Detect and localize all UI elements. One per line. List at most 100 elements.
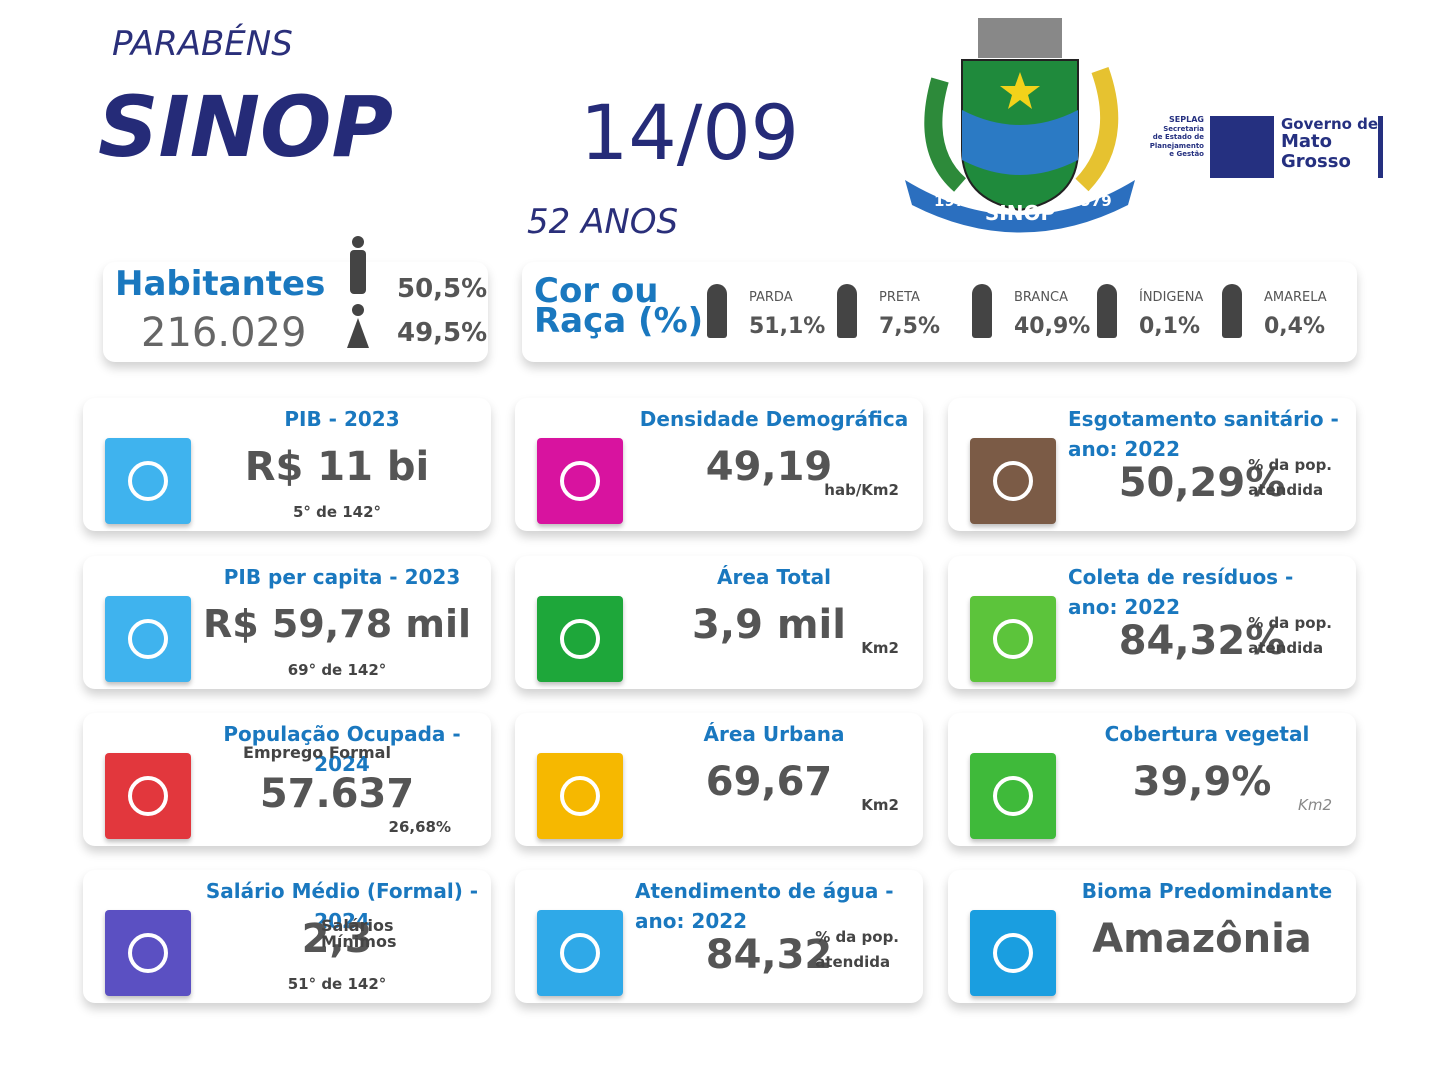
age: 52 ANOS <box>527 202 679 242</box>
card-value: 50,29% <box>1118 460 1286 506</box>
stat-card: PIB - 2023 R$ 11 bi 5° de 142° <box>83 398 491 531</box>
gov-line: Grosso <box>1281 151 1351 172</box>
person-icon <box>972 284 992 338</box>
card-title-line: Cobertura vegetal <box>1104 722 1310 746</box>
card-title-line: Esgotamento sanitário - <box>1068 407 1339 431</box>
card-value: 39,9% <box>1132 759 1272 805</box>
card-unit-line: atendida <box>1248 639 1324 657</box>
card-unit: hab/Km2 <box>824 478 899 503</box>
icon-glyph <box>993 776 1033 816</box>
card-value: 57.637 <box>259 771 415 817</box>
race-name: PRETA <box>879 290 920 305</box>
crest-name: SINOP <box>985 201 1055 225</box>
stat-card: Densidade Demográfica 49,19 hab/Km2 <box>515 398 923 531</box>
card-unit-line: Km2 <box>861 639 899 657</box>
stat-card: Bioma Predomindante Amazônia <box>948 870 1356 1003</box>
card-icon <box>105 438 191 524</box>
population-label: Habitantes <box>115 264 326 304</box>
ribbon <box>905 180 1135 233</box>
icon-glyph <box>128 461 168 501</box>
card-value: 69,67 <box>705 759 833 805</box>
card-icon <box>537 438 623 524</box>
card-title: Atendimento de água - ano: 2022 <box>635 876 913 936</box>
stat-card: População Ocupada - 2024 Emprego Formal 57… <box>83 713 491 846</box>
river <box>962 110 1078 175</box>
card-title-line: PIB - 2023 <box>284 407 400 431</box>
card-unit-line: Salários <box>321 916 394 935</box>
card-title-line: Coleta de resíduos - <box>1068 565 1294 589</box>
card-title: PIB - 2023 <box>203 404 481 434</box>
race-name: ÍNDIGENA <box>1139 290 1204 305</box>
card-value: 3,9 mil <box>692 602 846 648</box>
city: SINOP <box>98 78 394 176</box>
card-icon <box>537 753 623 839</box>
branch <box>924 77 967 192</box>
card-title: Área Total <box>635 562 913 592</box>
card-title: Esgotamento sanitário - ano: 2022 <box>1068 404 1346 464</box>
stat-card: Esgotamento sanitário - ano: 2022 50,29%% … <box>948 398 1356 531</box>
card-title-line: ano: 2022 <box>1068 595 1181 619</box>
race-value: 0,4% <box>1264 314 1326 339</box>
card-unit-line: % da pop. <box>815 928 899 946</box>
card-note: 69° de 142° <box>287 661 387 679</box>
race-value: 40,9% <box>1014 314 1091 339</box>
race-title-line: Cor ou <box>534 271 659 311</box>
seplag-line: de Estado de <box>1152 133 1204 141</box>
icon-glyph <box>128 933 168 973</box>
card-unit-line: Km2 <box>861 796 899 814</box>
icon-glyph <box>560 933 600 973</box>
male-share: 50,5% <box>397 274 488 304</box>
card-unit: Km2 <box>1298 793 1332 818</box>
icon-glyph <box>560 461 600 501</box>
card-icon <box>970 910 1056 996</box>
card-unit-line: % da pop. <box>1248 456 1332 474</box>
person-icon <box>707 284 727 338</box>
gov-line: Governo de <box>1281 115 1379 133</box>
date: 14/09 <box>580 88 800 177</box>
stat-card: Atendimento de água - ano: 2022 84,32% da … <box>515 870 923 1003</box>
card-icon <box>970 753 1056 839</box>
card-title: População Ocupada - 2024 <box>203 719 481 779</box>
card-unit-line: % da pop. <box>1248 614 1332 632</box>
stat-card: Coleta de resíduos - ano: 2022 84,32%% da … <box>948 556 1356 689</box>
race-panel: Cor ou Raça (%) PARDA 51,1% PRETA 7,5% BRANCA… <box>522 262 1357 362</box>
icon-glyph <box>128 619 168 659</box>
card-note: 26,68% <box>388 818 451 836</box>
icon-glyph <box>560 619 600 659</box>
card-title: PIB per capita - 2023 <box>203 562 481 592</box>
race-value: 51,1% <box>749 314 826 339</box>
gov-name: Governo de Mato Grosso <box>1281 116 1378 172</box>
crest: 1974 SINOP 1979 <box>905 18 1135 233</box>
wheat <box>1075 66 1119 192</box>
card-value: R$ 59,78 mil <box>203 602 472 646</box>
card-unit-line: atendida <box>1248 481 1324 499</box>
card-value: 49,19 <box>705 444 833 490</box>
crest-year: 1979 <box>1070 192 1112 210</box>
population-panel: Habitantes 216.029 50,5% 49,5% <box>103 236 488 362</box>
card-icon <box>105 910 191 996</box>
card-unit-line: atendida <box>815 953 891 971</box>
card-title-line: Área Total <box>716 565 831 589</box>
card-subtitle: Emprego Formal <box>243 743 391 762</box>
seplag: SEPLAG Secretaria de Estado de Planejamento… <box>1140 115 1204 159</box>
crest-year: 1974 <box>934 192 976 210</box>
card-unit: Km2 <box>861 636 899 661</box>
card-unit-line: Mínimos <box>321 932 397 951</box>
card-value: Amazônia <box>1092 916 1312 962</box>
icon-glyph <box>993 461 1033 501</box>
card-icon <box>105 753 191 839</box>
card-icon <box>537 596 623 682</box>
card-title: Coleta de resíduos - ano: 2022 <box>1068 562 1346 622</box>
icon-glyph <box>993 933 1033 973</box>
card-icon <box>970 596 1056 682</box>
gov-line: Mato <box>1281 131 1333 152</box>
card-title-line: Bioma Predomindante <box>1081 879 1333 903</box>
card-title: Cobertura vegetal <box>1068 719 1346 749</box>
card-title: Densidade Demográfica <box>635 404 913 434</box>
card-title-line: PIB per capita - 2023 <box>223 565 461 589</box>
card-unit: % da pop. atendida <box>1248 611 1332 661</box>
card-unit: Km2 <box>861 793 899 818</box>
card-title-line: ano: 2022 <box>1068 437 1181 461</box>
stat-card: Salário Médio (Formal) - 2024 2,3 Salários… <box>83 870 491 1003</box>
